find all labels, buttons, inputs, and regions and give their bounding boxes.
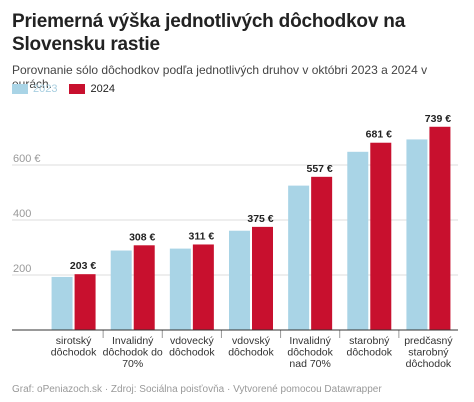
bar-2024 <box>429 126 451 331</box>
y-tick-label: 400 <box>13 208 31 220</box>
data-label-2024: 203 € <box>70 260 96 272</box>
data-label-2024: 557 € <box>307 163 333 175</box>
bar-chart: 200 400 600 € 203 € 308 € 311 € 375 € 557 € 681… <box>12 113 458 370</box>
bar-2024 <box>311 176 333 330</box>
bar-2023 <box>169 248 191 330</box>
x-tick-label: predčasný starobný dôchodok <box>404 335 453 370</box>
legend-swatch-2024 <box>69 84 86 94</box>
legend-swatch-2023 <box>12 84 28 94</box>
bars <box>51 126 451 331</box>
data-label-2024: 311 € <box>189 230 215 242</box>
source-footer: Graf: oPeniazoch.sk · Zdroj: Sociálna po… <box>12 384 382 395</box>
bar-2024 <box>74 274 96 330</box>
y-tick-label: 600 € <box>13 153 41 165</box>
x-tick-label: Invalidný dôchodok nad 70% <box>287 335 333 370</box>
data-label-2024: 308 € <box>129 231 155 243</box>
bar-2023 <box>288 185 310 330</box>
legend: 2023 2024 <box>12 82 127 96</box>
legend-item-2023: 2023 <box>12 83 57 95</box>
x-tick-label: vdovský dôchodok <box>228 335 274 359</box>
y-tick-label: 200 <box>13 263 31 275</box>
bar-2023 <box>51 276 73 330</box>
legend-label-2024: 2024 <box>90 83 115 95</box>
data-label-2024: 739 € <box>425 113 451 125</box>
x-tick-label: vdovecký dôchodok <box>169 335 215 359</box>
data-labels: 203 € 308 € 311 € 375 € 557 € 681 € 739 € <box>70 113 451 272</box>
data-label-2024: 375 € <box>247 213 273 225</box>
bar-2024 <box>252 226 273 330</box>
bar-2023 <box>110 250 132 330</box>
bar-2023 <box>347 151 369 330</box>
legend-item-2024: 2024 <box>69 83 115 95</box>
bar-2023 <box>406 139 428 330</box>
chart-title: Priemerná výška jednotlivých dôchodkov n… <box>12 11 406 55</box>
legend-label-2023: 2023 <box>33 83 58 95</box>
bar-2024 <box>370 142 392 330</box>
x-tick-label: starobný dôchodok <box>347 335 393 359</box>
bar-2023 <box>229 230 250 330</box>
x-tick-label: Invalidný dôchodok do 70% <box>103 335 163 370</box>
data-label-2024: 681 € <box>366 129 392 141</box>
x-tick-label: sirotský dôchodok <box>51 335 97 359</box>
bar-2024 <box>133 245 155 330</box>
bar-2024 <box>192 244 214 330</box>
